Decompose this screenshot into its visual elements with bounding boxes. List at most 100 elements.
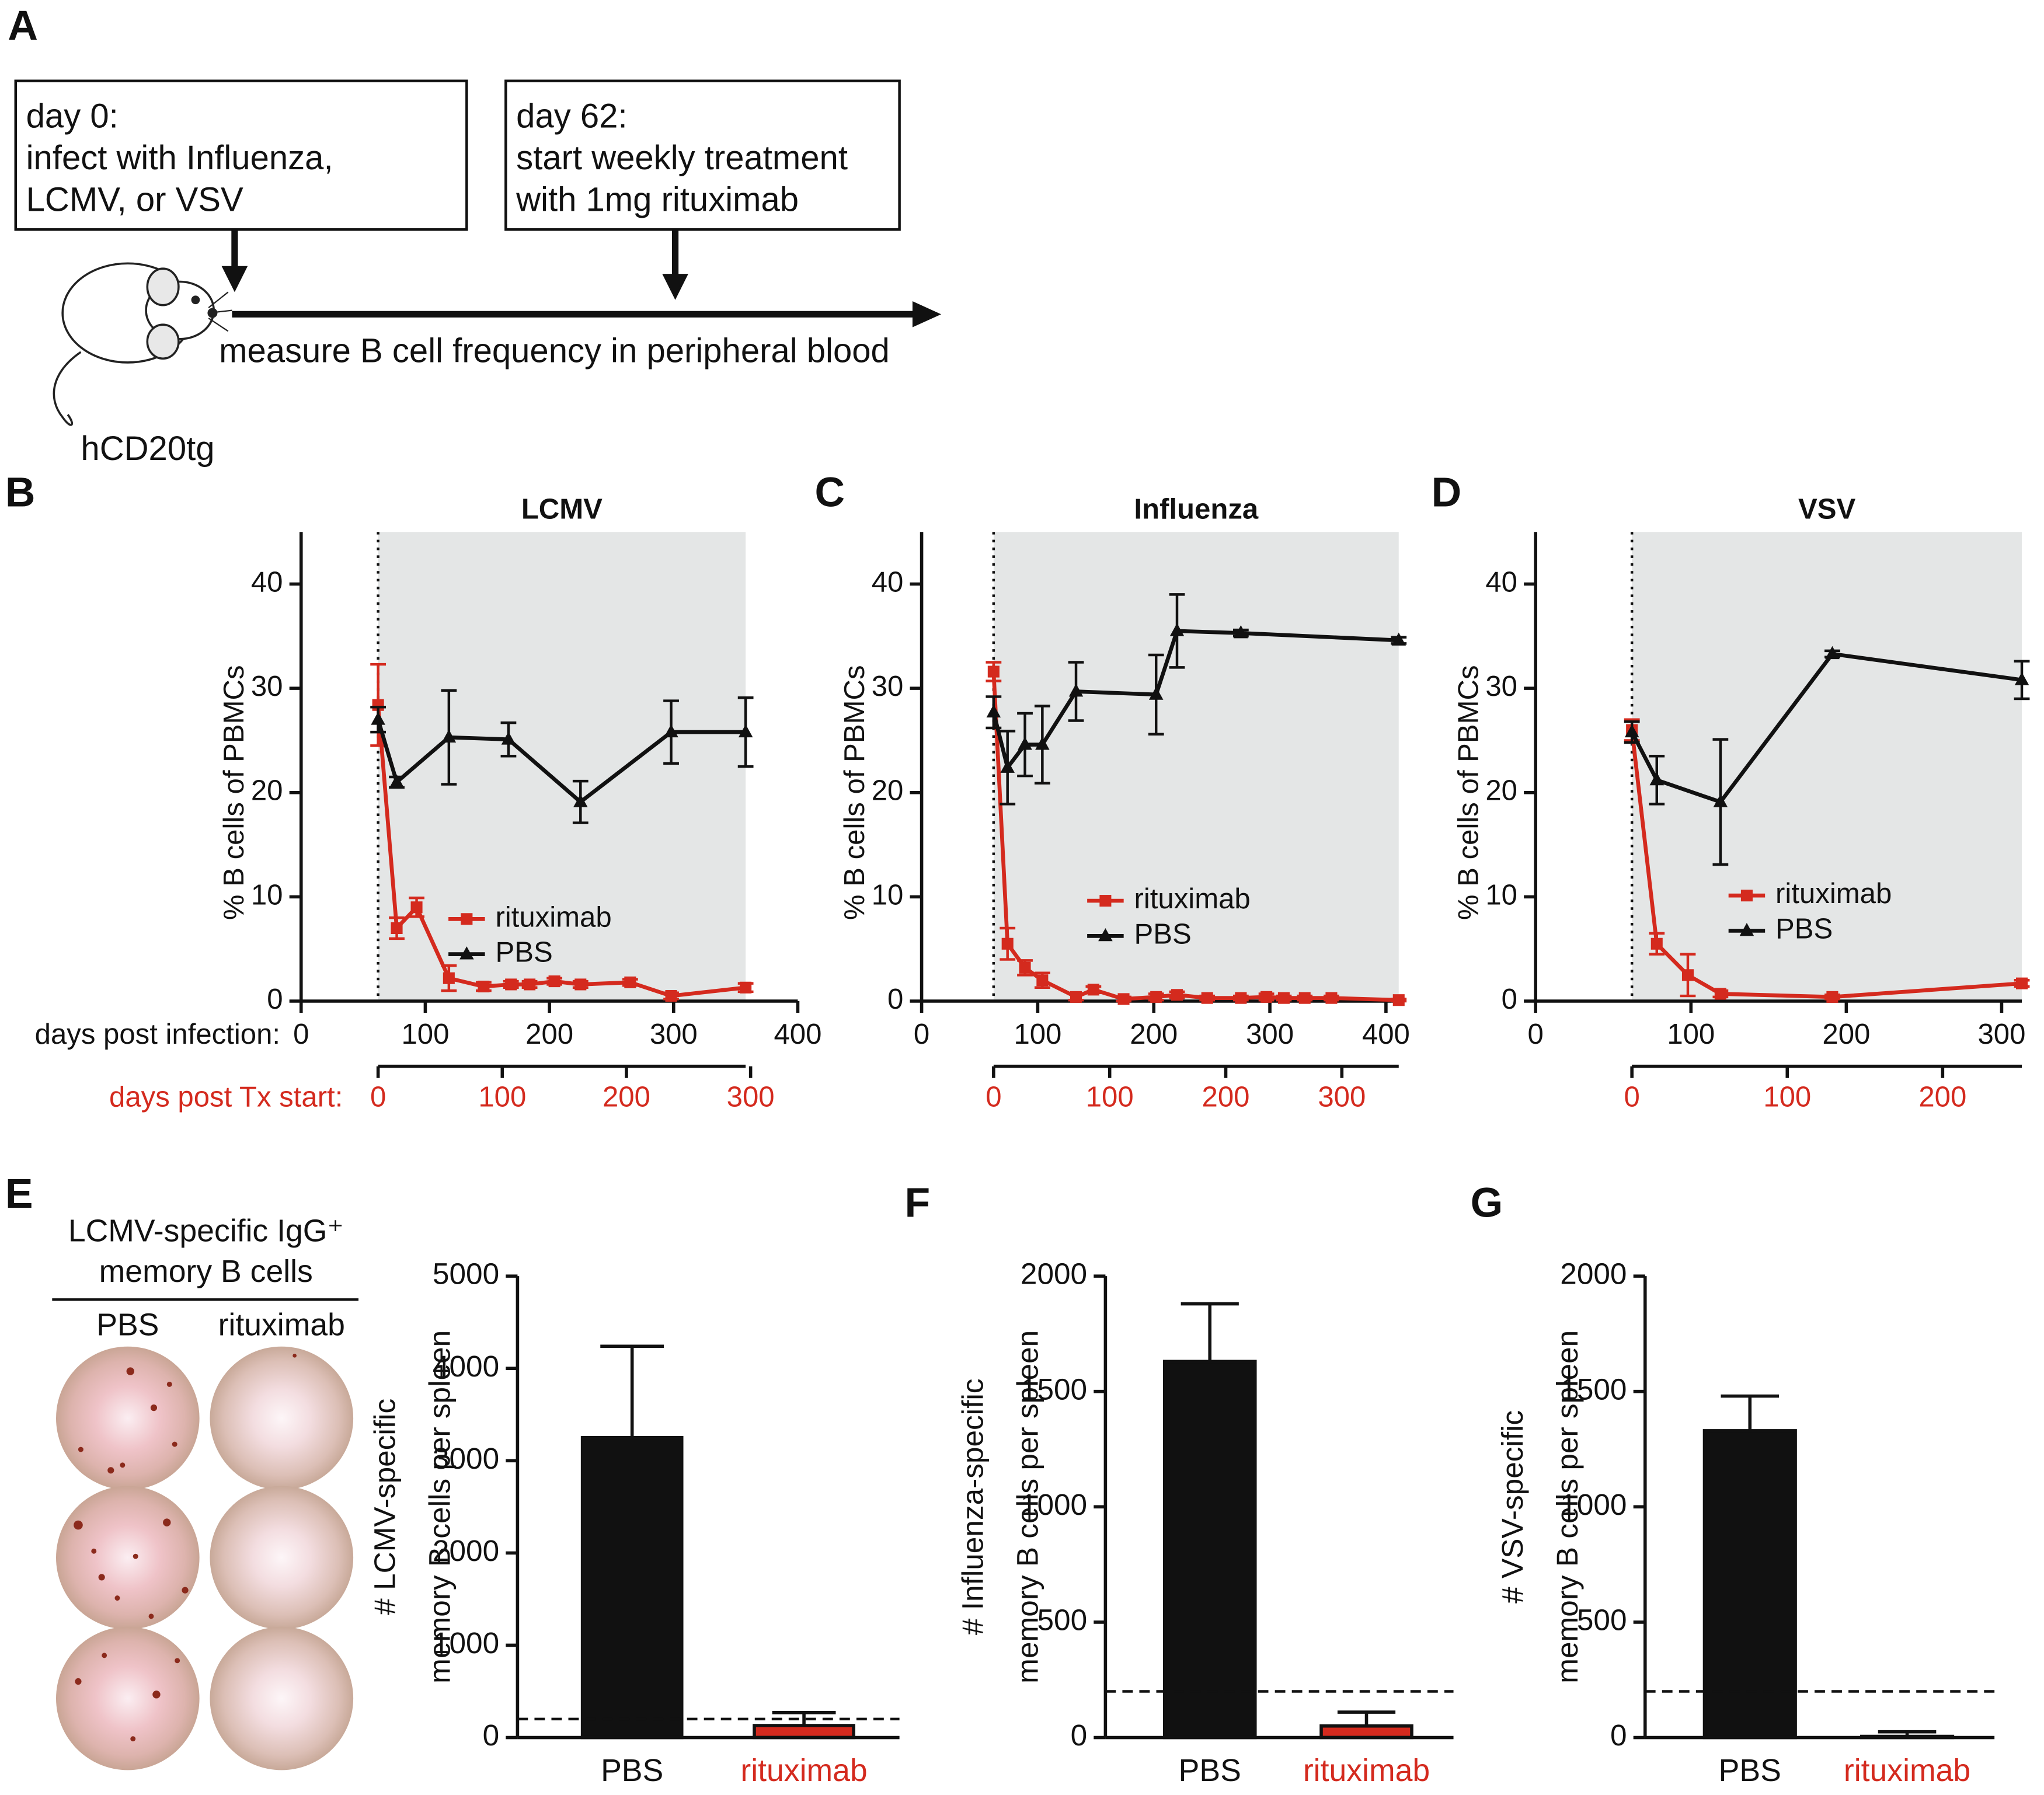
marker <box>1649 772 1665 786</box>
y-axis-label: memory B cells per spleen <box>1551 1330 1584 1684</box>
legend-marker <box>1739 923 1754 936</box>
marker <box>574 978 587 991</box>
x2-tick-label: 0 <box>370 1081 386 1113</box>
marker <box>1036 974 1049 987</box>
marker <box>1087 984 1099 996</box>
x2-tick-label: 0 <box>986 1081 1001 1113</box>
legend-label: PBS <box>1775 913 1833 944</box>
y-tick-label: 1000 <box>1560 1488 1627 1521</box>
box-text: infect with Influenza, <box>26 139 333 177</box>
mouse-icon <box>53 262 232 426</box>
marker <box>1001 937 1014 950</box>
marker <box>389 774 404 787</box>
marker <box>443 972 455 984</box>
x-tick-label: 0 <box>914 1019 929 1050</box>
x-tick-label: 200 <box>525 1019 573 1050</box>
y-tick-label: 2000 <box>433 1534 499 1567</box>
y-axis-label: % B cells of PBMCs <box>839 665 870 920</box>
column-header: PBS <box>96 1307 159 1342</box>
well <box>56 1626 200 1770</box>
marker <box>1713 794 1728 807</box>
legend-marker <box>1098 928 1113 942</box>
y-axis-label: # VSV-specific <box>1496 1410 1529 1604</box>
y-axis-label: memory B cells per spleen <box>423 1330 456 1684</box>
chart-title: Influenza <box>1134 493 1259 525</box>
marker <box>665 990 677 1002</box>
legend-marker <box>1740 890 1753 902</box>
bar <box>1702 1429 1797 1740</box>
marker <box>1298 992 1311 1004</box>
x-tick-label: 0 <box>1528 1019 1544 1050</box>
box-text: start weekly treatment <box>516 139 848 177</box>
y-tick-label: 0 <box>1502 984 1517 1015</box>
y-tick-label: 40 <box>872 566 904 598</box>
marker <box>738 724 753 738</box>
box-text: day 62: <box>516 97 627 135</box>
marker <box>1234 625 1248 639</box>
panel-label: C <box>814 469 845 516</box>
y-tick-label: 4000 <box>433 1350 499 1383</box>
schematic: A day 0: infect with Influenza, LCMV, or… <box>8 2 942 468</box>
marker <box>1169 623 1185 636</box>
x-tick-label: 100 <box>401 1019 449 1050</box>
y-tick-label: 20 <box>1485 775 1517 807</box>
mouse-label: hCD20tg <box>81 430 214 468</box>
marker <box>1018 737 1032 750</box>
x-tick-label: 100 <box>1667 1019 1715 1050</box>
panel-label: G <box>1471 1179 1503 1226</box>
x-tick-label: rituximab <box>740 1753 867 1788</box>
box-text: LCMV, or VSV <box>26 181 243 219</box>
y-tick-label: 30 <box>1485 671 1517 702</box>
y-tick-label: 500 <box>1037 1603 1087 1636</box>
y-tick-label: 0 <box>483 1719 500 1752</box>
marker <box>1714 988 1726 1000</box>
marker <box>1392 994 1405 1006</box>
marker <box>371 712 385 725</box>
y-tick-label: 2000 <box>1560 1257 1627 1291</box>
well <box>56 1346 200 1490</box>
arrow-head <box>912 301 942 327</box>
error-bar <box>1721 1394 1780 1431</box>
y-axis-label: % B cells of PBMCs <box>1453 665 1485 920</box>
marker <box>987 665 1000 678</box>
marker <box>1826 991 1838 1003</box>
marker <box>1000 759 1015 773</box>
box <box>14 79 468 231</box>
chart-title: VSV <box>1798 493 1856 525</box>
y-tick-label: 3000 <box>433 1442 499 1475</box>
x-axis-label: days post infection: <box>35 1019 280 1050</box>
well <box>210 1346 354 1490</box>
x2-tick-label: 100 <box>478 1081 526 1113</box>
x2-tick-label: 100 <box>1763 1081 1811 1113</box>
y-tick-label: 2000 <box>1021 1257 1087 1291</box>
y-tick-label: 30 <box>872 671 904 702</box>
x-tick-label: rituximab <box>1303 1753 1430 1788</box>
bar <box>580 1435 684 1740</box>
box <box>504 79 901 231</box>
treatment-shade <box>1632 532 2022 1002</box>
y-tick-label: 20 <box>251 775 283 807</box>
box-text: with 1mg rituximab <box>516 181 799 219</box>
error-bar <box>1181 1302 1239 1362</box>
bar <box>1162 1360 1257 1740</box>
x-tick-label: 200 <box>1130 1019 1178 1050</box>
x-tick-label: PBS <box>601 1753 663 1788</box>
error-bar <box>1337 1710 1396 1726</box>
timeline-label: measure B cell frequency in peripheral b… <box>219 332 890 370</box>
y-tick-label: 0 <box>1071 1719 1088 1752</box>
y-tick-label: 10 <box>1485 879 1517 911</box>
marker <box>1624 724 1639 738</box>
marker <box>1070 991 1082 1003</box>
chart-title: LCMV <box>521 493 603 525</box>
marker <box>548 975 560 988</box>
y-tick-label: 0 <box>887 984 903 1015</box>
y-tick-label: 40 <box>1485 566 1517 598</box>
marker <box>740 981 752 994</box>
x-tick-label: rituximab <box>1844 1753 1970 1788</box>
panel-label: F <box>905 1179 931 1226</box>
marker <box>2014 672 2029 685</box>
marker <box>1325 992 1338 1004</box>
legend-marker <box>1099 895 1112 907</box>
